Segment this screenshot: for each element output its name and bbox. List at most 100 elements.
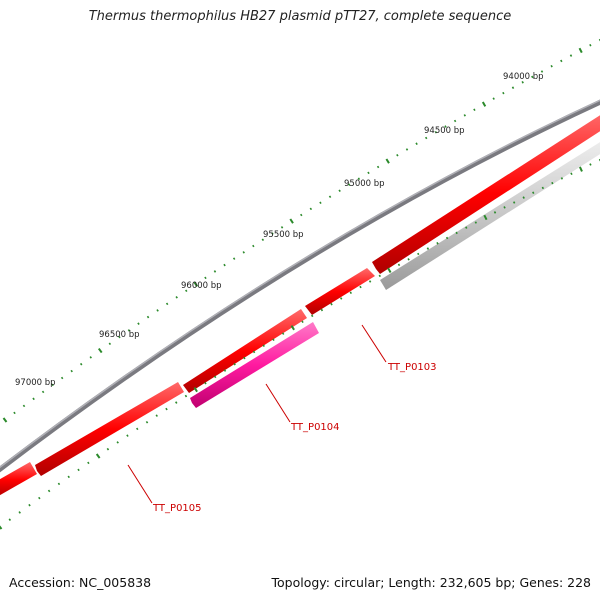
outer-ruler-minor-tick [13, 411, 16, 415]
inner-ruler-minor-tick [28, 503, 31, 507]
outer-ruler-major-tick [2, 417, 8, 423]
outer-ruler-minor-tick [521, 81, 524, 84]
outer-ruler-minor-tick [376, 165, 380, 169]
ruler-label-96000: 96000 bp [181, 281, 222, 291]
outer-ruler-minor-tick [165, 302, 169, 306]
inner-ruler-minor-tick [349, 291, 352, 295]
inner-ruler-major-tick [578, 166, 583, 172]
inner-ruler-minor-tick [165, 407, 168, 411]
callout-line-tt-p0103 [361, 324, 387, 363]
inner-ruler-major-tick [95, 453, 101, 459]
outer-ruler-minor-tick [137, 322, 140, 325]
inner-ruler-minor-tick [570, 172, 573, 176]
outer-ruler-minor-tick [560, 59, 563, 63]
inner-ruler-minor-tick [67, 475, 70, 479]
inner-ruler-minor-tick [465, 226, 468, 229]
callout-line-tt-p0105 [127, 464, 153, 504]
inner-ruler-minor-tick [426, 247, 430, 250]
inner-ruler-major-tick [290, 325, 295, 331]
outer-ruler-minor-tick [396, 153, 399, 157]
outer-ruler-minor-tick [204, 276, 207, 280]
outer-ruler [2, 38, 600, 423]
outer-ruler-minor-tick [338, 189, 341, 193]
outer-ruler-minor-tick [425, 136, 428, 140]
outer-ruler-minor-tick [252, 244, 255, 248]
inner-ruler-minor-tick [126, 434, 129, 437]
outer-ruler-minor-tick [232, 257, 236, 260]
inner-ruler-minor-tick [272, 338, 275, 342]
outer-ruler-minor-tick [300, 213, 303, 217]
outer-ruler-minor-tick [156, 309, 159, 312]
callout-line-tt-p0104 [265, 383, 291, 423]
inner-ruler-minor-tick [378, 274, 381, 278]
outer-ruler-minor-tick [280, 226, 284, 229]
inner-ruler-minor-tick [455, 231, 458, 235]
ruler-label-95000: 95000 bp [344, 179, 385, 189]
inner-ruler-minor-tick [57, 482, 61, 486]
outer-ruler-minor-tick [453, 119, 457, 123]
inner-ruler-minor-tick [136, 427, 139, 431]
outer-ruler-minor-tick [367, 171, 370, 175]
outer-ruler-minor-tick [348, 183, 351, 187]
forward-genes [0, 112, 600, 498]
plasmid-backbone [0, 99, 600, 473]
outer-ruler-minor-tick [51, 383, 54, 387]
inner-ruler-minor-tick [560, 177, 564, 180]
outer-ruler-minor-tick [127, 329, 131, 332]
outer-ruler-minor-tick [569, 54, 573, 57]
inner-ruler-minor-tick [106, 447, 110, 451]
inner-ruler-major-tick [0, 525, 3, 530]
outer-ruler-minor-tick [589, 43, 592, 47]
gene-label-tt-p0105: TT_P0105 [152, 503, 202, 514]
inner-ruler-minor-tick [116, 441, 119, 444]
inner-ruler-minor-tick [77, 468, 80, 472]
inner-ruler-minor-tick [262, 344, 265, 348]
gene-block-forward-1[interactable] [372, 112, 600, 274]
inner-ruler-minor-tick [18, 511, 21, 514]
outer-ruler-minor-tick [108, 342, 112, 346]
inner-ruler-minor-tick [359, 285, 362, 289]
inner-ruler-minor-tick [368, 280, 372, 283]
outer-ruler-minor-tick [32, 397, 35, 401]
outer-ruler-minor-tick [70, 369, 73, 373]
outer-ruler-minor-tick [79, 362, 83, 366]
outer-ruler-minor-tick [492, 97, 495, 100]
reverse-genes [190, 139, 600, 408]
outer-ruler-minor-tick [185, 289, 188, 293]
inner-ruler-minor-tick [503, 206, 506, 209]
inner-ruler-minor-tick [330, 302, 333, 306]
outer-ruler-minor-tick [405, 148, 409, 151]
inner-ruler-minor-tick [223, 369, 227, 372]
gene-block-tt-p0104[interactable] [190, 322, 319, 408]
outer-ruler-major-tick [289, 218, 294, 224]
map-title: Thermus thermophilus HB27 plasmid pTT27,… [88, 9, 512, 24]
outer-ruler-minor-tick [89, 356, 92, 359]
gene-block-reverse-grey[interactable] [380, 139, 600, 290]
outer-ruler-minor-tick [502, 91, 505, 95]
inner-ruler-minor-tick [340, 297, 343, 300]
outer-ruler-minor-tick [213, 270, 217, 273]
outer-ruler-minor-tick [415, 142, 418, 145]
gene-label-tt-p0103: TT_P0103 [387, 362, 437, 373]
ruler-label-94000: 94000 bp [503, 72, 544, 82]
inner-ruler-major-tick [387, 267, 392, 273]
outer-ruler-minor-tick [550, 64, 553, 68]
gene-block-forward-2[interactable] [183, 309, 307, 393]
gene-block-forward-tt-p0103-upper[interactable] [305, 268, 375, 315]
gene-block-forward-4[interactable] [0, 462, 37, 498]
inner-ruler-minor-tick [233, 363, 236, 366]
outer-ruler-major-tick [578, 47, 583, 54]
outer-ruler-minor-tick [328, 195, 332, 199]
inner-ruler-minor-tick [512, 201, 516, 204]
outer-ruler-minor-tick [357, 177, 361, 181]
inner-ruler-minor-tick [145, 420, 149, 424]
ruler-labels: 94000 bp 94500 bp 95000 bp 95500 bp 9600… [15, 72, 544, 388]
gene-block-forward-3[interactable] [35, 382, 184, 476]
inner-ruler-minor-tick [589, 163, 592, 166]
ruler-label-95500: 95500 bp [263, 230, 304, 240]
inner-ruler-minor-tick [436, 242, 439, 245]
inner-ruler-minor-tick [8, 518, 12, 521]
inner-ruler-minor-tick [541, 186, 545, 190]
inner-ruler-minor-tick [407, 258, 410, 261]
